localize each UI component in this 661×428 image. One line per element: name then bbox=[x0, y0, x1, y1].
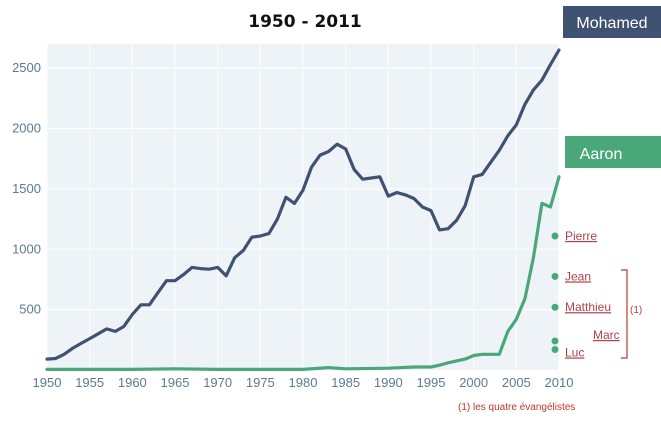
marker-label-marc[interactable]: Marc bbox=[593, 328, 620, 342]
x-tick-label: 1995 bbox=[417, 375, 446, 390]
series-line-mohamed bbox=[45, 48, 561, 361]
x-tick-label: 1975 bbox=[246, 375, 275, 390]
y-tick-label: 1500 bbox=[12, 181, 41, 196]
series-line-aaron bbox=[45, 175, 561, 371]
aaron-tag: Aaron bbox=[565, 136, 661, 168]
footnote: (1) les quatre évangélistes bbox=[458, 402, 575, 413]
marker-label-matthieu[interactable]: Matthieu bbox=[565, 300, 611, 314]
evangelists-bracket bbox=[621, 269, 628, 359]
x-tick-label: 1960 bbox=[118, 375, 147, 390]
marker-dot-matthieu bbox=[551, 303, 559, 311]
chart-title: 1950 - 2011 bbox=[248, 12, 362, 32]
x-tick-label: 1990 bbox=[374, 375, 403, 390]
series-lines bbox=[45, 48, 561, 371]
marker-dot-marc bbox=[551, 337, 559, 345]
x-tick-label: 2000 bbox=[459, 375, 488, 390]
y-tick-label: 2500 bbox=[12, 60, 41, 75]
marker-dot-luc bbox=[551, 345, 559, 353]
x-tick-label: 1950 bbox=[33, 375, 62, 390]
x-tick-label: 1970 bbox=[203, 375, 232, 390]
x-tick-label: 1955 bbox=[75, 375, 104, 390]
y-tick-label: 2000 bbox=[12, 121, 41, 136]
name-markers: Pierre Jean Matthieu Marc Luc bbox=[551, 229, 620, 359]
x-tick-label: 2005 bbox=[502, 375, 531, 390]
x-axis-ticks: 1950 1955 1960 1965 1970 1975 1980 1985 1990 1995… bbox=[33, 375, 574, 390]
marker-dot-pierre bbox=[551, 232, 559, 240]
y-tick-label: 500 bbox=[19, 302, 41, 317]
x-tick-label: 2010 bbox=[545, 375, 574, 390]
y-tick-label: 1000 bbox=[12, 241, 41, 256]
x-tick-label: 1980 bbox=[289, 375, 318, 390]
aaron-label: Aaron bbox=[580, 146, 623, 163]
marker-label-jean[interactable]: Jean bbox=[565, 269, 591, 283]
x-tick-label: 1985 bbox=[331, 375, 360, 390]
marker-dot-jean bbox=[551, 272, 559, 280]
mohamed-label: Mohamed bbox=[576, 15, 647, 32]
x-tick-label: 1965 bbox=[161, 375, 190, 390]
marker-label-luc[interactable]: Luc bbox=[565, 345, 584, 359]
bracket-label: (1) bbox=[630, 305, 642, 316]
marker-label-pierre[interactable]: Pierre bbox=[565, 229, 597, 243]
y-axis-ticks: 500 1000 1500 2000 2500 bbox=[12, 60, 41, 316]
mohamed-tag: Mohamed bbox=[563, 6, 661, 38]
